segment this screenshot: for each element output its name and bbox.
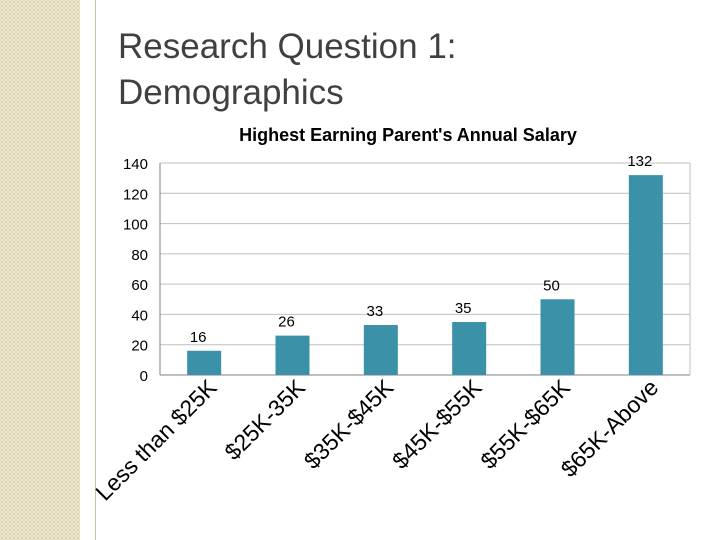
x-tick-label: $35K-$45K bbox=[299, 374, 399, 474]
decorative-side-strip bbox=[0, 0, 80, 540]
y-axis: 0 20 40 60 80 100 120 140 bbox=[123, 156, 691, 385]
data-labels: 16 26 33 35 50 132 bbox=[190, 153, 653, 346]
x-tick-label: $45K-$55K bbox=[387, 374, 487, 474]
slide-title-line-2: Demographics bbox=[118, 73, 344, 112]
bar bbox=[363, 325, 398, 375]
slide-title-line-1: Research Question 1: bbox=[118, 27, 457, 66]
decorative-side-line bbox=[95, 0, 96, 540]
y-tick-label: 60 bbox=[131, 277, 148, 294]
bar bbox=[275, 335, 310, 375]
gridlines bbox=[160, 162, 690, 376]
x-tick-label: $25K-35K bbox=[219, 374, 310, 465]
bar bbox=[540, 299, 575, 375]
data-label: 16 bbox=[190, 329, 207, 346]
y-tick-label: 80 bbox=[131, 247, 148, 264]
data-label: 33 bbox=[366, 303, 383, 320]
y-tick-label: 20 bbox=[131, 338, 148, 355]
bars bbox=[187, 175, 663, 375]
bar bbox=[187, 350, 222, 375]
y-tick-label: 0 bbox=[140, 368, 148, 385]
y-tick-label: 140 bbox=[123, 156, 148, 173]
bar bbox=[452, 322, 487, 375]
y-tick-label: 120 bbox=[123, 186, 148, 203]
data-label: 35 bbox=[455, 300, 472, 317]
y-tick-label: 40 bbox=[131, 307, 148, 324]
x-tick-label: Less than $25K bbox=[90, 374, 222, 506]
slide-title: Research Question 1: Demographics bbox=[118, 24, 678, 116]
chart-title: Highest Earning Parent's Annual Salary bbox=[239, 125, 577, 145]
data-label: 132 bbox=[627, 153, 652, 170]
y-tick-label: 100 bbox=[123, 217, 148, 234]
x-axis-labels: Less than $25K$25K-35K$35K-$45K$45K-$55K… bbox=[90, 374, 663, 506]
data-label: 50 bbox=[543, 277, 560, 294]
data-label: 26 bbox=[278, 314, 295, 331]
bar bbox=[628, 175, 663, 375]
